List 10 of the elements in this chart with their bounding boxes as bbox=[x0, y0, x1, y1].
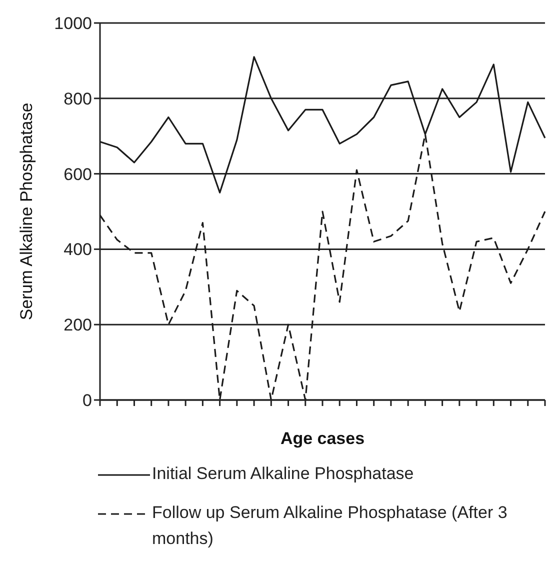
y-tick-label: 800 bbox=[64, 89, 92, 108]
y-tick-label: 0 bbox=[82, 391, 92, 410]
y-axis-title: Serum Alkaline Phosphatase bbox=[17, 102, 36, 320]
y-tick-label: 200 bbox=[64, 316, 92, 335]
y-tick-label: 400 bbox=[64, 240, 92, 260]
y-tick-label: 1000 bbox=[54, 14, 92, 34]
x-axis-title: Age cases bbox=[280, 429, 365, 448]
y-tick-label: 600 bbox=[64, 164, 92, 184]
legend-label: Initial Serum Alkaline Phosphatase bbox=[152, 463, 414, 485]
legend-label: Follow up Serum Alkaline Phosphatase (After 3 months) bbox=[152, 502, 508, 550]
